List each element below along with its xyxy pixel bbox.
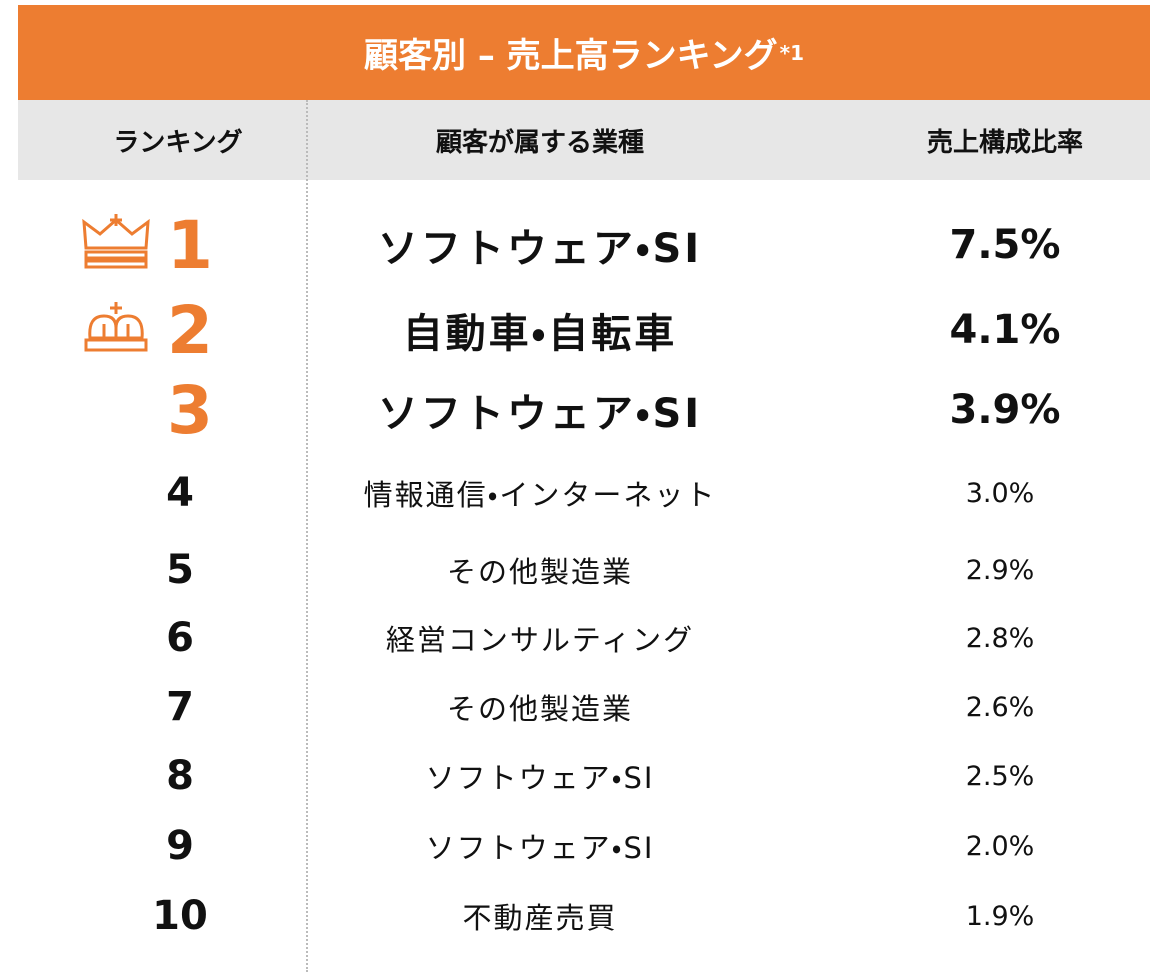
industry: 不動産売買 xyxy=(462,901,618,935)
industry: その他製造業 xyxy=(446,555,633,589)
ratio: 3.9% xyxy=(949,387,1061,433)
ratio: 7.5% xyxy=(949,222,1061,268)
rank: 5 xyxy=(166,547,194,593)
rank: 2 xyxy=(167,291,213,369)
rank: 8 xyxy=(166,753,194,799)
industry: 自動車・自転車 xyxy=(402,311,678,357)
ratio: 2.9% xyxy=(965,554,1035,586)
rank: 3 xyxy=(167,371,213,449)
rank: 1 xyxy=(167,206,213,284)
ratio: 1.9% xyxy=(965,900,1035,932)
ratio: 2.0% xyxy=(965,830,1035,862)
header-cell: 売上構成比率 xyxy=(926,127,1083,158)
rank: 7 xyxy=(166,684,194,730)
column-divider xyxy=(306,100,308,972)
rank: 6 xyxy=(166,615,194,661)
title-bar: 顧客別 – 売上高ランキング *1 xyxy=(18,5,1150,100)
industry: 経営コンサルティング xyxy=(385,623,695,657)
ratio: 3.0% xyxy=(965,477,1035,509)
title-note: *1 xyxy=(779,40,805,65)
ratio: 4.1% xyxy=(949,307,1061,353)
industry: ソフトウェア・SI xyxy=(377,391,703,437)
industry: ソフトウェア・SI xyxy=(377,226,703,272)
header-row xyxy=(18,100,1150,180)
crown-icon xyxy=(84,302,148,352)
ratio: 2.8% xyxy=(965,622,1035,654)
crown-icon xyxy=(82,214,150,269)
industry: ソフトウェア・SI xyxy=(425,831,655,865)
rank: 10 xyxy=(152,893,208,939)
ratio: 2.5% xyxy=(965,760,1035,792)
header-cell: ランキング xyxy=(113,127,243,158)
title: 顧客別 – 売上高ランキング xyxy=(363,36,778,76)
ratio: 2.6% xyxy=(965,691,1035,723)
rank: 9 xyxy=(166,823,194,869)
industry: 情報通信・インターネット xyxy=(363,478,717,512)
industry: その他製造業 xyxy=(446,692,633,726)
rank: 4 xyxy=(166,470,194,516)
industry: ソフトウェア・SI xyxy=(425,761,655,795)
header-cell: 顧客が属する業種 xyxy=(435,127,644,158)
